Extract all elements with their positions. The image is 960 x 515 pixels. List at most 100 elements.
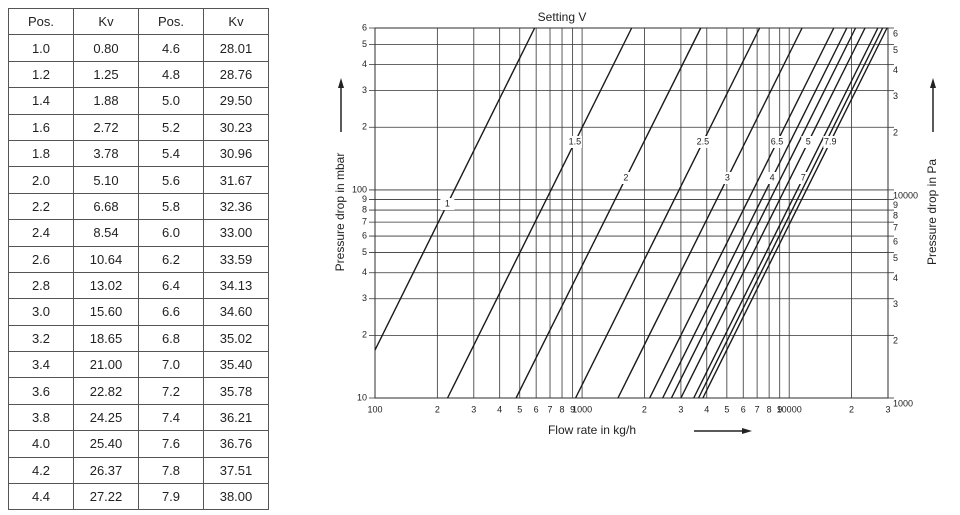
table-cell: 36.21: [203, 403, 269, 432]
kv-line: [702, 27, 888, 399]
y-tick-label: 2: [362, 330, 367, 340]
table-cell: 18.65: [73, 324, 139, 353]
y-tick-label: 8: [362, 204, 367, 214]
x-tick-label: 6: [534, 404, 539, 414]
y-tick-label: 6: [362, 22, 367, 32]
table-cell: 7.6: [138, 430, 204, 458]
line-label: 3: [725, 172, 730, 182]
y2-tick-label: 4: [893, 65, 898, 75]
y2-tick-label: 5: [893, 45, 898, 55]
x-tick-label: 4: [704, 404, 709, 414]
x-tick-label: 3: [471, 404, 476, 414]
line-label: 4: [770, 172, 775, 182]
y2-tick-label: 6: [893, 28, 898, 38]
table-cell: 34.13: [203, 271, 269, 300]
table-row: 2.2 6.68 5.8 32.36: [8, 192, 269, 221]
header-cell: Pos.: [8, 7, 74, 36]
table-cell: 32.36: [203, 192, 269, 221]
table-cell: 2.0: [8, 166, 74, 194]
kv-line: [446, 27, 633, 399]
table-cell: 1.6: [8, 113, 74, 141]
line-label-bg: [720, 172, 735, 184]
x-tick-label: 3: [885, 404, 890, 414]
table-cell: 7.8: [138, 456, 204, 485]
header-cell: Kv: [203, 7, 269, 36]
x-tick-label: 9: [777, 404, 782, 414]
x-tick-label: 9: [570, 404, 575, 414]
x-tick-label: 100: [367, 404, 382, 414]
table-cell: 5.0: [138, 87, 204, 115]
line-label-bg: [770, 136, 785, 148]
x-tick-label: 10000: [777, 404, 802, 414]
table-cell: 3.0: [8, 298, 74, 326]
line-label: 5: [806, 136, 811, 146]
table-cell: 6.68: [73, 192, 139, 221]
table-cell: 1.25: [73, 60, 139, 89]
table-row: 2.0 5.10 5.6 31.67: [8, 166, 269, 194]
kv-line: [670, 27, 857, 399]
line-label-bg: [440, 198, 455, 210]
table-cell: 30.96: [203, 139, 269, 168]
y-axis-label: Pressure drop in mbar: [333, 153, 347, 272]
y2-tick-label: 8: [893, 210, 898, 220]
y2-tick-label: 10000: [893, 190, 918, 200]
table-cell: 3.8: [8, 403, 74, 432]
line-label-bg: [567, 136, 582, 148]
table-cell: 5.10: [73, 166, 139, 194]
y2-tick-label: 4: [893, 273, 898, 283]
table-cell: 27.22: [73, 483, 139, 511]
table-cell: 4.8: [138, 60, 204, 89]
y-tick-label: 6: [362, 230, 367, 240]
x-tick-label: 7: [548, 404, 553, 414]
kv-table: Pos. Kv Pos. Kv 1.0 0.80 4.6 28.01 1.2 1.25 4.8 28.…: [8, 7, 269, 511]
table-row: 3.4 21.00 7.0 35.40: [8, 351, 269, 379]
kv-line: [693, 27, 879, 399]
line-label: 2: [623, 172, 628, 182]
line-label-bg: [695, 136, 710, 148]
line-label-bg: [618, 172, 633, 184]
kv-line: [649, 27, 835, 399]
line-label: 6.5: [771, 136, 784, 146]
table-cell: 7.2: [138, 377, 204, 405]
x-tick-label: 1000: [572, 404, 592, 414]
table-cell: 6.4: [138, 271, 204, 300]
table-cell: 26.37: [73, 456, 139, 485]
y2-tick-label: 6: [893, 236, 898, 246]
line-label: 1: [445, 198, 450, 208]
line-label: 7.9: [824, 136, 837, 146]
kv-line: [662, 27, 848, 399]
line-label-bg: [765, 172, 780, 184]
x-tick-label: 3: [678, 404, 683, 414]
table-cell: 29.50: [203, 87, 269, 115]
y-tick-label: 5: [362, 39, 367, 49]
table-cell: 4.0: [8, 430, 74, 458]
y2-tick-label: 3: [893, 299, 898, 309]
x-tick-label: 8: [767, 404, 772, 414]
kv-line: [515, 27, 702, 399]
x-tick-label: 6: [741, 404, 746, 414]
line-label-bg: [823, 136, 838, 148]
x-tick-label: 5: [724, 404, 729, 414]
table-cell: 35.02: [203, 324, 269, 353]
table-cell: 30.23: [203, 113, 269, 141]
table-cell: 5.8: [138, 192, 204, 221]
line-label-bg: [801, 136, 816, 148]
y-tick-label: 10: [357, 392, 367, 402]
y2-tick-label: 3: [893, 91, 898, 101]
y-tick-label: 4: [362, 59, 367, 69]
plot-frame: [374, 27, 889, 399]
table-cell: 6.2: [138, 245, 204, 273]
table-cell: 28.01: [203, 34, 269, 62]
table-cell: 38.00: [203, 483, 269, 511]
table-cell: 1.88: [73, 87, 139, 115]
table-row: 1.8 3.78 5.4 30.96: [8, 139, 269, 168]
table-cell: 5.6: [138, 166, 204, 194]
table-cell: 2.4: [8, 219, 74, 247]
table-row: 1.4 1.88 5.0 29.50: [8, 87, 269, 115]
y-tick-label: 100: [352, 184, 367, 194]
y-tick-label: 3: [362, 293, 367, 303]
table-cell: 4.2: [8, 456, 74, 485]
x-axis-label: Flow rate in kg/h: [548, 423, 636, 437]
